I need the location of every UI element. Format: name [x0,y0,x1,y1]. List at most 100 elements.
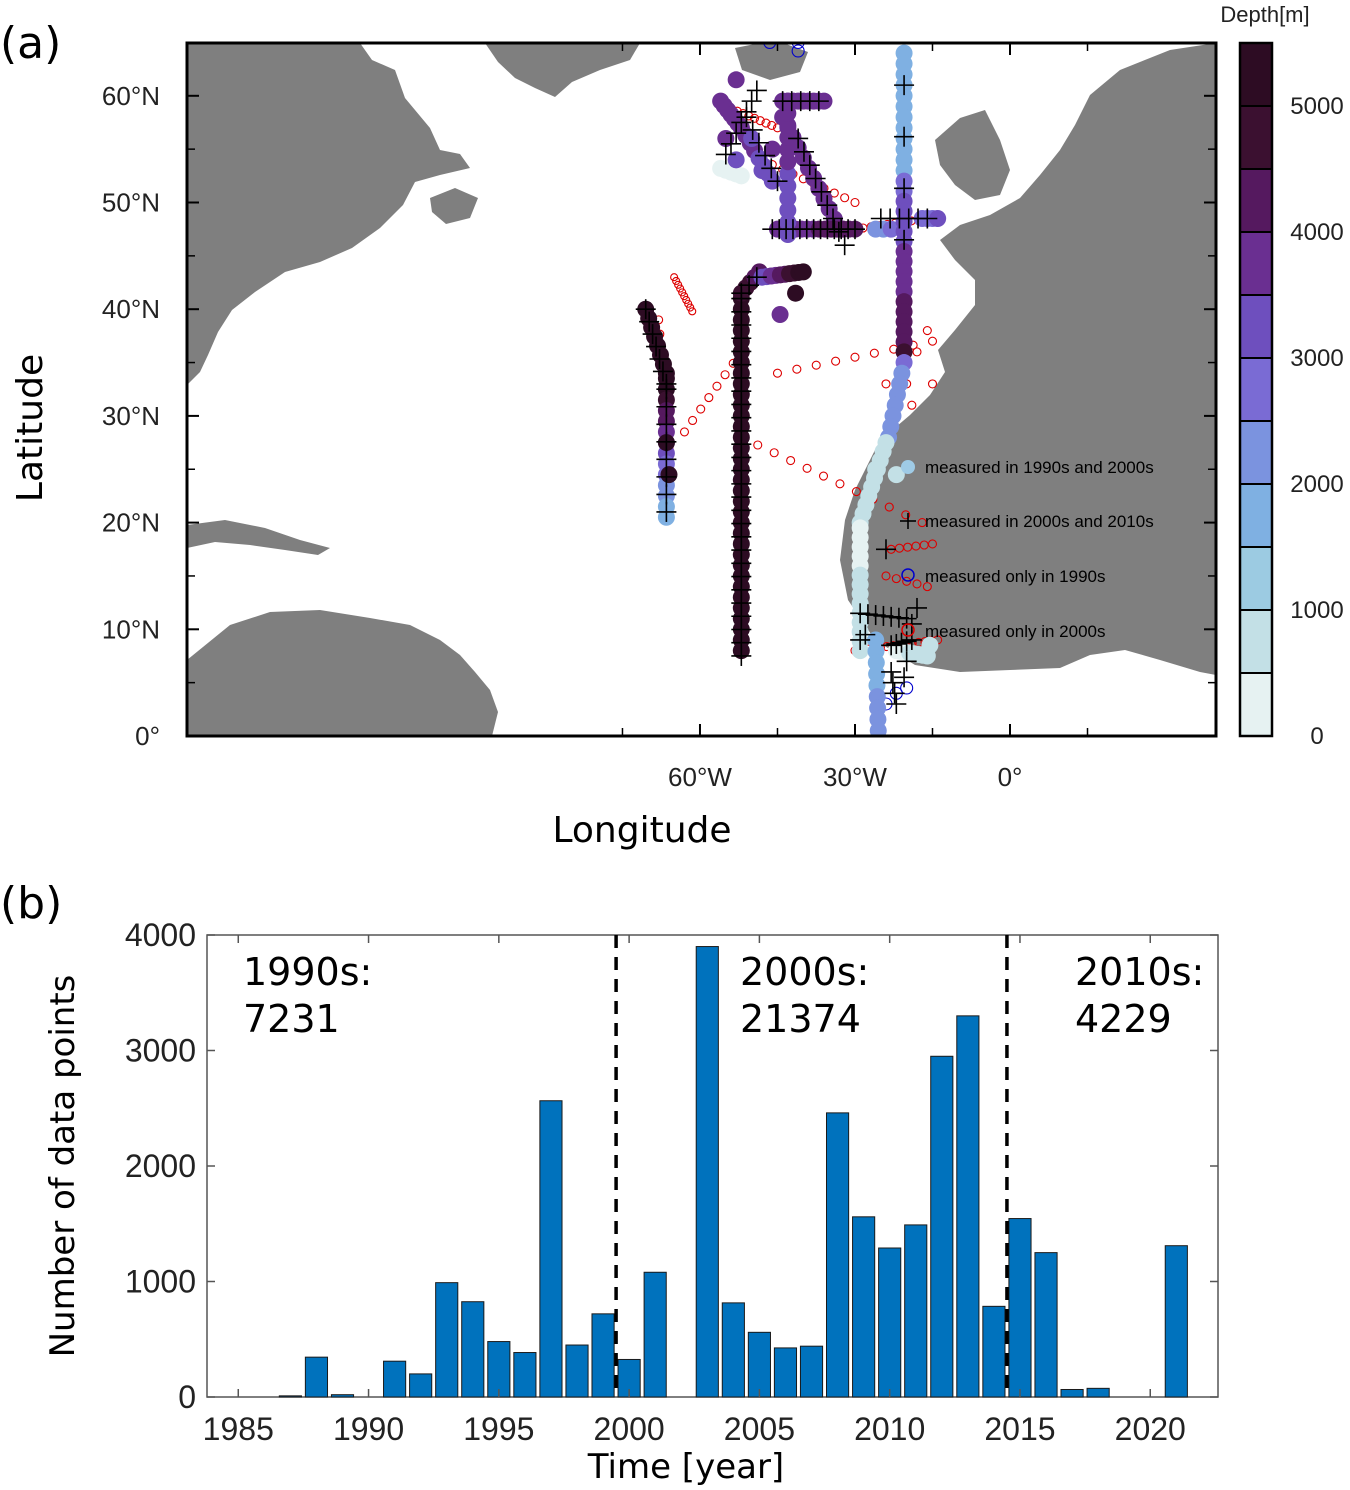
colorbar-tick-label: 4000 [1290,219,1343,246]
bar-1989 [330,1394,355,1398]
land-caribbean [187,520,330,555]
station-open-red [917,518,927,528]
station-plus [894,126,915,147]
station-plus [656,414,677,435]
legend-label-1: measured in 1990s and 2000s [925,458,1154,477]
station-filled-circle [779,129,797,147]
station-plus [881,635,902,656]
station-plus [884,683,905,704]
station-open-blue [791,43,805,49]
colorbar-segment [1240,673,1272,737]
station-open-red [678,288,687,297]
lat-tick-label: 0° [135,721,160,751]
bar-2007 [799,1345,824,1398]
station-open-red [922,325,932,336]
bar-2008 [825,1112,850,1398]
station-plus [857,604,878,625]
station-plus [881,606,902,627]
land-iceland [735,43,808,80]
bar-2010 [878,1247,902,1398]
colorbar-frame [1238,41,1274,738]
station-filled-circle [779,141,797,159]
panel-b-label: (b) [0,878,62,929]
station-plus [642,324,663,345]
station-plus [652,361,673,382]
station-plus [894,229,915,250]
station-filled-circle [921,636,939,654]
x-tick-label: 1995 [463,1411,534,1447]
station-plus [742,119,763,140]
station-plus [788,128,809,149]
station-plus [891,632,912,653]
station-open-red [927,336,938,346]
station-filled-circle [779,189,797,207]
map-frame [185,41,1218,738]
lat-tick-label: 10°N [102,614,160,644]
y-tick-label: 4000 [125,917,196,953]
legend-marker-red [901,623,915,637]
station-filled-circle [779,226,797,244]
station-open-red [912,579,922,589]
station-filled-circle [869,722,887,736]
station-filled-circle [851,642,869,660]
station-filled-circle [794,263,812,281]
lat-tick-label: 30°N [102,401,160,431]
station-plus [850,629,871,650]
station-filled-circle [779,201,797,219]
station-open-red [680,292,689,301]
station-open-red [840,193,850,203]
station-open-red [881,571,891,581]
station-plus [739,275,760,296]
bar-1996 [513,1352,537,1398]
station-plus [656,484,677,505]
station-plus [894,667,915,688]
station-plus [746,267,767,288]
map-legend: measured in 1990s and 2000s measured in … [900,458,1154,641]
station-plus [731,283,752,304]
station-open-red [688,415,698,426]
colorbar-tick-label: 0 [1310,723,1323,750]
station-plus [748,132,769,153]
colorbar-segment [1240,43,1272,107]
station-plus [736,107,757,128]
station-open-red [684,299,693,308]
bar-1995 [487,1341,511,1398]
land-british-isles [935,110,1010,200]
station-open-red [869,348,879,358]
station-plus [917,208,938,229]
colorbar-tick-label: 2000 [1290,471,1343,498]
bar-1988 [304,1356,329,1398]
map-x-axis-title: Longitude [552,810,731,851]
station-open-red [696,404,706,414]
station-plus [823,208,844,229]
station-plus [726,123,747,144]
station-plus [793,141,814,162]
station-plus [834,235,855,256]
y-tick-label: 1000 [125,1264,196,1300]
colorbar-segment [1240,169,1272,233]
station-plus [656,501,677,522]
station-filled-circle [779,213,797,231]
lat-tick-label: 50°N [102,188,160,218]
bar-2014 [982,1305,1006,1398]
station-plus [896,651,917,672]
station-plus [811,181,832,202]
panel-a-label: (a) [0,18,61,69]
land-newfoundland [430,188,478,224]
station-open-red [818,471,829,481]
map-ticks: 60°W 30°W 0° 0° 10°N 20°N 30°N 40°N 50°N 60°N [102,43,1216,792]
bar-series [278,946,1188,1398]
station-plus [896,608,917,629]
station-plus [855,624,876,645]
station-plus [646,336,667,357]
bar-2006 [773,1347,798,1398]
x-tick-label: 2000 [594,1411,665,1447]
station-open-red [881,379,891,389]
bar-2001 [643,1271,667,1398]
colorbar-title: Depth[m] [1220,2,1309,27]
station-open-red [755,116,765,126]
station-plus [894,178,915,199]
station-open-red [850,197,860,208]
bar-2015 [1008,1218,1032,1398]
x-tick-label: 2015 [984,1411,1055,1447]
